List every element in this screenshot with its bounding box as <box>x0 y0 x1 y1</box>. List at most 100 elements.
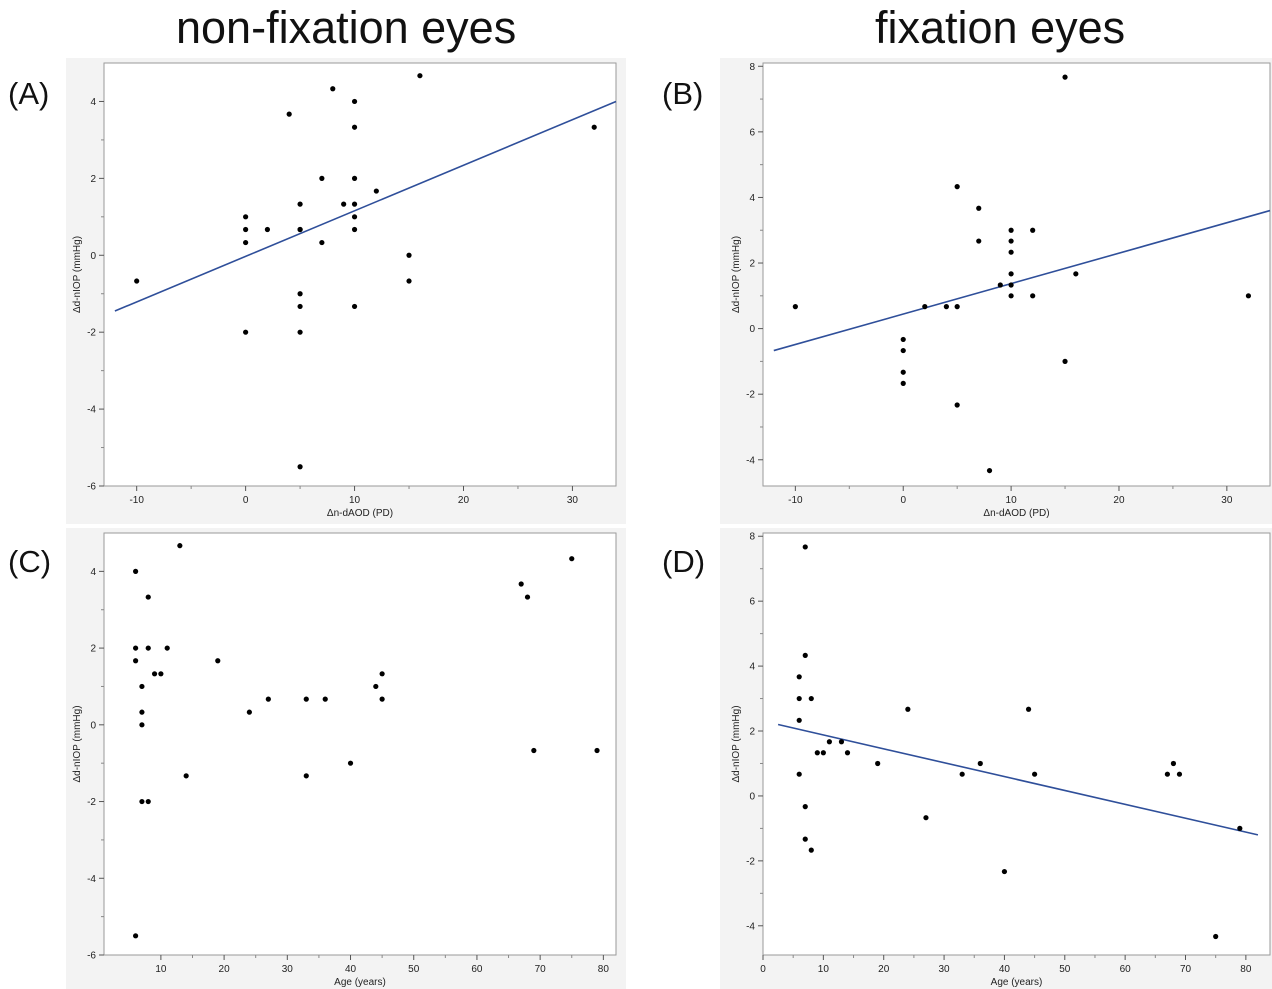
panel-b-plot-area <box>762 62 1271 487</box>
panel-c-point-9 <box>145 645 151 651</box>
panel-d-ytick-label-0: -4 <box>746 921 755 932</box>
panel-d-point-2 <box>796 717 802 723</box>
panel-c-xtick-label-7: 80 <box>598 964 610 975</box>
panel-d-point-8 <box>808 695 814 702</box>
panel-b-point-9 <box>954 402 960 408</box>
panel-d-point-20 <box>1001 868 1008 875</box>
panel-a-point-4 <box>243 329 249 335</box>
panel-d-point-1 <box>796 695 802 702</box>
panel-a-point-17 <box>341 201 347 207</box>
panel-d-xtick-label-3: 30 <box>939 964 951 975</box>
panel-c-point-17 <box>246 709 252 715</box>
panel-d-plot-area <box>762 532 1271 956</box>
panel-d-ytick-label-3: 2 <box>749 727 755 738</box>
panel-b-ytick-label-6: 8 <box>749 62 755 73</box>
panel-c-xtick-label-5: 60 <box>471 964 483 975</box>
panel-b-xlabel: Δn-dAOD (PD) <box>983 508 1049 519</box>
panel-d-ytick-label-5: 6 <box>749 597 755 608</box>
panel-d-ylabel: Δd-nIOP (mmHg) <box>731 705 742 782</box>
panel-a-point-21 <box>351 201 358 207</box>
panel-b-ytick-label-3: 2 <box>749 259 755 270</box>
panel-d-point-9 <box>808 847 814 853</box>
panel-b-point-23 <box>1062 358 1068 364</box>
panel-c-point-23 <box>373 683 379 690</box>
panel-d-point-21 <box>1025 706 1032 712</box>
panel-a-point-2 <box>243 226 249 233</box>
panel-d-xlabel: Age (years) <box>991 977 1043 988</box>
panel-a-ytick-label-1: -4 <box>87 405 96 416</box>
panel-b-point-24 <box>1073 271 1079 277</box>
panel-c-label: (C) <box>8 544 52 579</box>
panel-a-ylabel: Δd-nIOP (mmHg) <box>72 236 83 313</box>
panel-d-point-26 <box>1213 933 1219 940</box>
panel-b-point-5 <box>922 304 928 310</box>
panel-a-xtick-label-2: 10 <box>349 495 361 506</box>
panel-a-point-27 <box>406 278 412 284</box>
panel-c-point-24 <box>379 671 385 677</box>
panel-a-point-15 <box>319 239 325 246</box>
left-column-heading: non-fixation eyes <box>176 2 517 53</box>
panel-c-point-30 <box>594 747 600 754</box>
panel-d-point-19 <box>977 760 983 767</box>
panel-b-point-25 <box>1245 293 1252 299</box>
panel-a-xtick-label-0: -10 <box>129 495 144 506</box>
panel-d-point-6 <box>802 804 808 810</box>
panel-b-point-20 <box>1030 227 1036 233</box>
panel-c-point-14 <box>177 543 183 549</box>
panel-b-point-14 <box>1008 227 1014 233</box>
panel-d-xtick-label-4: 40 <box>999 964 1011 975</box>
panel-b-label: (B) <box>662 76 704 111</box>
panel-a-xtick-label-4: 30 <box>567 495 579 506</box>
panel-b-point-15 <box>1008 238 1014 244</box>
panel-b-point-1 <box>900 336 906 343</box>
panel-a-point-29 <box>591 124 597 130</box>
panel-a-point-12 <box>297 329 303 335</box>
panel-c-xtick-label-3: 40 <box>345 964 357 975</box>
panel-b-point-4 <box>900 380 906 386</box>
panel-c-point-3 <box>133 933 139 939</box>
panel-d-point-5 <box>802 652 808 658</box>
panel-c-point-20 <box>303 773 309 779</box>
panel-b-point-8 <box>954 304 960 310</box>
panel-d-xtick-label-5: 50 <box>1059 964 1071 975</box>
panel-c-point-29 <box>569 556 575 562</box>
panel-d-point-13 <box>838 739 845 745</box>
panel-c-ytick-label-5: 4 <box>90 567 96 578</box>
panel-c-point-18 <box>265 696 271 702</box>
panel-b-point-18 <box>1008 282 1014 288</box>
panel-d-point-11 <box>820 750 826 756</box>
panel-a-label: (A) <box>8 76 50 111</box>
panel-c-point-15 <box>183 773 189 779</box>
panel-d-xtick-label-6: 60 <box>1120 964 1132 975</box>
panel-c-point-5 <box>139 709 145 715</box>
panel-d-point-25 <box>1176 771 1183 777</box>
panel-b-fit-line <box>773 209 1271 352</box>
panel-b-xtick-label-0: -10 <box>788 495 803 506</box>
panel-a-point-20 <box>351 175 358 181</box>
panel-c-point-6 <box>139 722 145 728</box>
panel-a-point-16 <box>330 86 336 92</box>
panel-d-point-4 <box>802 544 808 550</box>
panel-b-ytick-label-1: -2 <box>746 390 755 401</box>
panel-c-point-0 <box>133 568 139 574</box>
panel-a-ytick-label-2: -2 <box>87 328 96 339</box>
panel-a-ytick-label-4: 2 <box>90 174 96 185</box>
panel-c-point-11 <box>151 671 158 677</box>
panel-c-point-13 <box>164 645 170 651</box>
panel-d-xtick-label-1: 10 <box>818 964 830 975</box>
panel-d-point-23 <box>1164 771 1170 777</box>
right-column-heading: fixation eyes <box>875 2 1126 53</box>
panel-a-point-14 <box>319 175 325 181</box>
panel-c-point-19 <box>303 696 309 702</box>
panel-b-xtick-label-1: 0 <box>900 495 906 506</box>
panel-d-point-14 <box>844 750 851 756</box>
panel-c-point-2 <box>133 658 139 664</box>
panel-a-xtick-label-1: 0 <box>243 495 249 506</box>
panel-a-point-23 <box>351 226 358 233</box>
panel-c-point-22 <box>347 760 354 766</box>
panel-b-ytick-label-0: -4 <box>746 455 755 466</box>
panel-a-plot-area <box>103 62 617 487</box>
panel-a-point-10 <box>297 291 303 297</box>
panel-c-point-10 <box>145 798 151 805</box>
panel-a-ytick-label-3: 0 <box>90 251 96 262</box>
